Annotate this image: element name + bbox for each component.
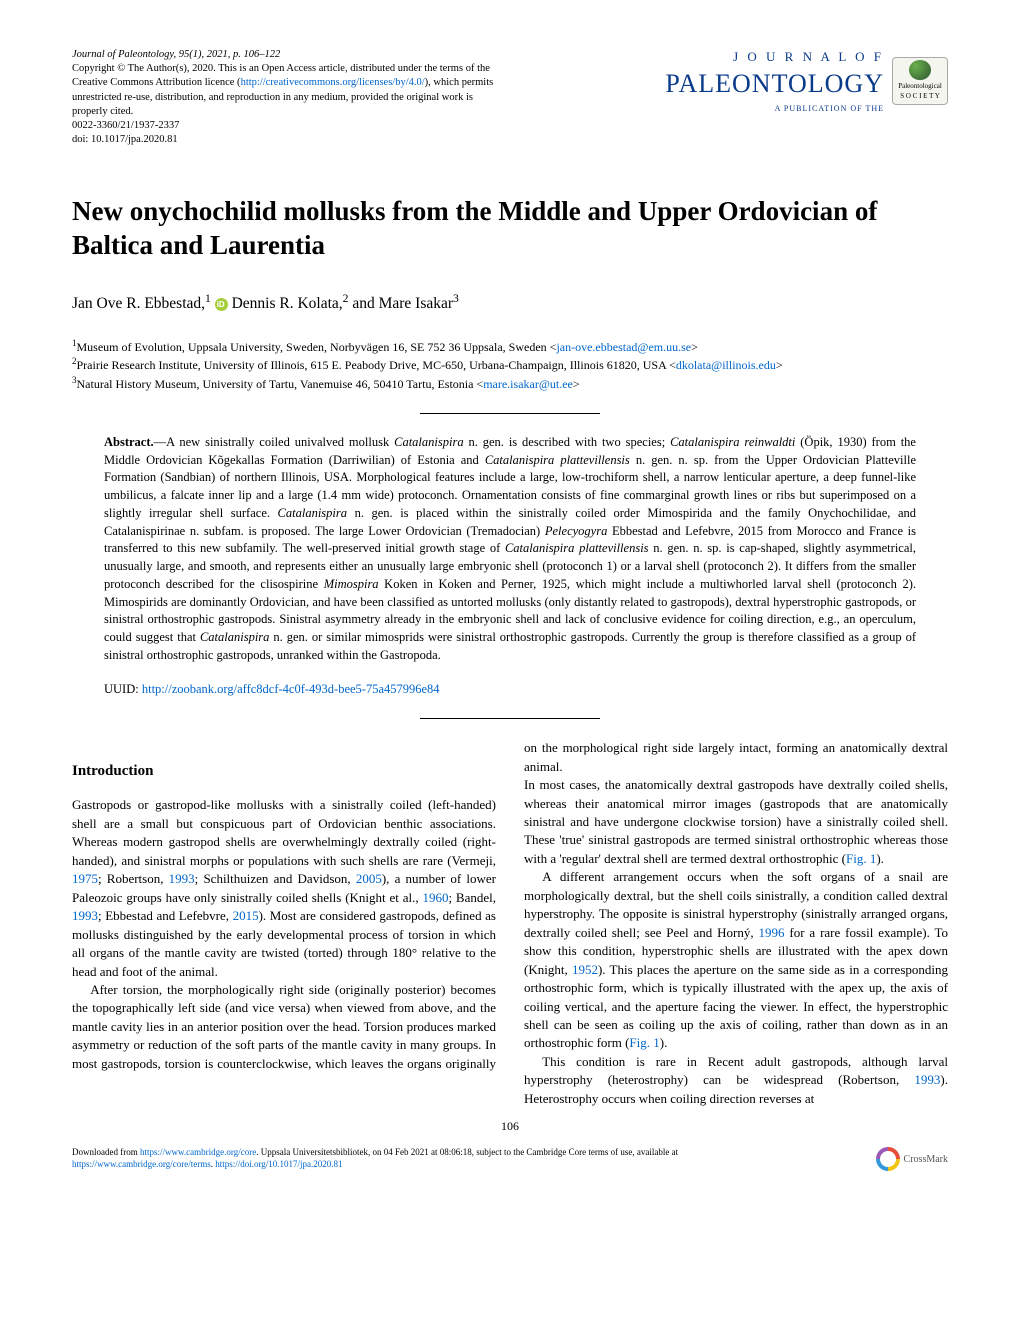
fig1-link-a[interactable]: Fig. 1 [846, 851, 876, 866]
crossmark-label: CrossMark [904, 1153, 948, 1166]
logo-main-line: PALEONTOLOGY [665, 66, 884, 102]
abs-t1: —A new sinistrally coiled univalved moll… [154, 435, 394, 449]
footer: Downloaded from https://www.cambridge.or… [72, 1143, 948, 1171]
author-3: and Mare Isakar [352, 295, 453, 312]
body-p1: Gastropods or gastropod-like mollusks wi… [72, 796, 496, 981]
uuid-label: UUID: [104, 682, 142, 696]
p1f: ; Ebbestad and Lefebvre, [98, 908, 233, 923]
author-1: Jan Ove R. Ebbestad, [72, 295, 205, 312]
footer-pre: Downloaded from [72, 1147, 140, 1157]
body-p4: A different arrangement occurs when the … [524, 868, 948, 1053]
uuid-link[interactable]: http://zoobank.org/affc8dcf-4c0f-493d-be… [142, 682, 440, 696]
divider-top [420, 413, 600, 414]
p4d: ). [660, 1035, 668, 1050]
aff1-email-link[interactable]: jan-ove.ebbestad@em.uu.se [556, 340, 691, 354]
affiliation-2: 2Prairie Research Institute, University … [72, 355, 948, 374]
p3b: ). [876, 851, 884, 866]
ref-1993b[interactable]: 1993 [72, 908, 98, 923]
p1b: ; Robertson, [98, 871, 169, 886]
author-2: Dennis R. Kolata, [232, 295, 343, 312]
affiliation-3: 3Natural History Museum, University of T… [72, 374, 948, 393]
abstract-label: Abstract. [104, 435, 154, 449]
author-1-sup: 1 [205, 292, 211, 305]
logo-sub-line: A PUBLICATION OF THE [665, 103, 884, 114]
footer-text: Downloaded from https://www.cambridge.or… [72, 1147, 678, 1170]
abs-i7: Mimospira [324, 577, 379, 591]
issn-line: 0022-3360/21/1937-2337 [72, 119, 502, 133]
abstract: Abstract.—A new sinistrally coiled univa… [104, 434, 916, 665]
footer-link-terms[interactable]: https://www.cambridge.org/core/terms [72, 1159, 211, 1169]
society-badge: Paleontological S O C I E T Y [892, 57, 948, 105]
aff1-text: Museum of Evolution, Uppsala University,… [77, 340, 557, 354]
doi-line: doi: 10.1017/jpa.2020.81 [72, 133, 502, 147]
ref-1960[interactable]: 1960 [422, 890, 448, 905]
p5a: This condition is rare in Recent adult g… [524, 1054, 948, 1087]
crossmark-icon [876, 1147, 900, 1171]
footer-link-doi[interactable]: https://doi.org/10.1017/jpa.2020.81 [215, 1159, 342, 1169]
abs-i2: Catalanispira reinwaldti [670, 435, 795, 449]
ref-2005[interactable]: 2005 [356, 871, 382, 886]
affiliation-1: 1Museum of Evolution, Uppsala University… [72, 337, 948, 356]
logo-top-line: J O U R N A L O F [665, 48, 884, 66]
p1a: Gastropods or gastropod-like mollusks wi… [72, 797, 496, 867]
p3a: In most cases, the anatomically dextral … [524, 777, 948, 866]
author-3-sup: 3 [453, 292, 459, 305]
body-p3: In most cases, the anatomically dextral … [524, 776, 948, 868]
society-name-bot: S O C I E T Y [900, 92, 940, 102]
footer-link-core[interactable]: https://www.cambridge.org/core [140, 1147, 256, 1157]
ref-2015[interactable]: 2015 [233, 908, 259, 923]
aff3-post: > [573, 377, 580, 391]
intro-heading: Introduction [72, 761, 496, 782]
crossmark-badge[interactable]: CrossMark [876, 1147, 948, 1171]
body-p5: This condition is rare in Recent adult g… [524, 1053, 948, 1108]
affiliations: 1Museum of Evolution, Uppsala University… [72, 337, 948, 393]
journal-logos: J O U R N A L O F PALEONTOLOGY A PUBLICA… [665, 48, 948, 114]
p1c: ; Schilthuizen and Davidson, [195, 871, 356, 886]
ref-1975[interactable]: 1975 [72, 871, 98, 886]
journal-citation: Journal of Paleontology, 95(1), 2021, p.… [72, 49, 280, 60]
footer-mid1: . Uppsala Universitetsbibliotek, on 04 F… [256, 1147, 678, 1157]
aff2-post: > [776, 358, 783, 372]
globe-icon [909, 60, 931, 80]
abs-i3: Catalanispira plattevillensis [485, 453, 630, 467]
uuid-line: UUID: http://zoobank.org/affc8dcf-4c0f-4… [104, 681, 916, 699]
article-title: New onychochilid mollusks from the Middl… [72, 195, 948, 263]
body-columns: Introduction Gastropods or gastropod-lik… [72, 739, 948, 1108]
abs-i5: Pelecyogyra [545, 524, 607, 538]
abs-i8: Catalanispira [200, 630, 269, 644]
society-name-top: Paleontological [898, 82, 942, 92]
journal-logo: J O U R N A L O F PALEONTOLOGY A PUBLICA… [665, 48, 884, 114]
abs-i1: Catalanispira [394, 435, 463, 449]
abs-i4: Catalanispira [278, 506, 347, 520]
copyright-text-1: Copyright © The Author(s), 2020. This is… [72, 63, 463, 74]
copyright-block: Journal of Paleontology, 95(1), 2021, p.… [72, 48, 502, 147]
ref-1993c[interactable]: 1993 [914, 1072, 940, 1087]
divider-bottom [420, 718, 600, 719]
aff3-email-link[interactable]: mare.isakar@ut.ee [483, 377, 573, 391]
author-2-sup: 2 [343, 292, 349, 305]
aff1-post: > [691, 340, 698, 354]
page-number: 106 [72, 1118, 948, 1135]
page-header: Journal of Paleontology, 95(1), 2021, p.… [72, 48, 948, 147]
cc-license-link[interactable]: http://creativecommons.org/licenses/by/4… [241, 77, 425, 88]
ref-1993a[interactable]: 1993 [169, 871, 195, 886]
fig1-link-b[interactable]: Fig. 1 [629, 1035, 659, 1050]
aff2-text: Prairie Research Institute, University o… [77, 358, 676, 372]
ref-1996[interactable]: 1996 [759, 925, 785, 940]
ref-1952[interactable]: 1952 [572, 962, 598, 977]
aff3-text: Natural History Museum, University of Ta… [77, 377, 484, 391]
abs-t2: n. gen. is described with two species; [464, 435, 671, 449]
orcid-icon[interactable] [215, 298, 228, 311]
abs-i6: Catalanispira plattevillensis [505, 541, 649, 555]
aff2-email-link[interactable]: dkolata@illinois.edu [676, 358, 776, 372]
authors-line: Jan Ove R. Ebbestad,1 Dennis R. Kolata,2… [72, 291, 948, 315]
p1e: ; Bandel, [448, 890, 496, 905]
